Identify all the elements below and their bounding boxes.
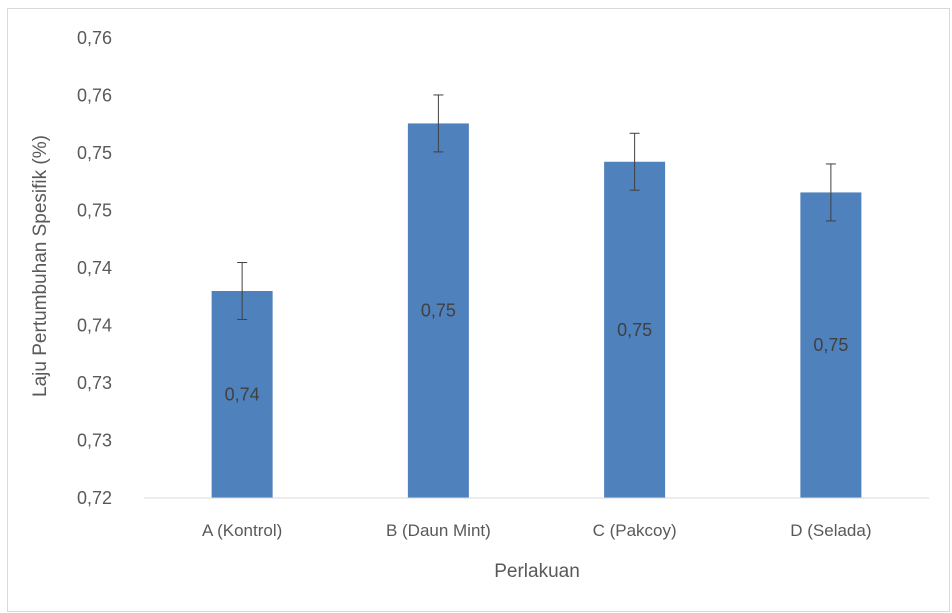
y-tick-label: 0,75 bbox=[77, 143, 112, 163]
data-label: 0,75 bbox=[617, 320, 652, 340]
chart-frame bbox=[7, 8, 950, 612]
x-tick-label: D (Selada) bbox=[790, 521, 871, 540]
data-label: 0,74 bbox=[225, 385, 260, 405]
bar bbox=[211, 291, 273, 498]
x-tick-label: B (Daun Mint) bbox=[386, 521, 491, 540]
y-tick-label: 0,74 bbox=[77, 258, 112, 278]
y-tick-label: 0,76 bbox=[77, 28, 112, 48]
y-axis-ticks: 0,72 0,73 0,73 0,74 0,74 0,75 0,75 0,76 0,76 bbox=[77, 28, 112, 508]
data-labels: 0,74 0,75 0,75 0,75 bbox=[225, 301, 849, 405]
bar bbox=[407, 123, 469, 498]
x-axis-ticks: A (Kontrol) B (Daun Mint) C (Pakcoy) D (Sel… bbox=[202, 521, 872, 540]
bar bbox=[604, 161, 666, 498]
y-tick-label: 0,74 bbox=[77, 316, 112, 336]
y-tick-label: 0,76 bbox=[77, 86, 112, 106]
bars bbox=[211, 123, 862, 498]
y-tick-label: 0,72 bbox=[77, 488, 112, 508]
y-axis-title: Laju Pertumbuhan Spesifik (%) bbox=[30, 135, 51, 397]
data-label: 0,75 bbox=[421, 301, 456, 321]
y-tick-label: 0,73 bbox=[77, 373, 112, 393]
error-bars bbox=[237, 94, 836, 320]
y-tick-label: 0,75 bbox=[77, 201, 112, 221]
bar bbox=[800, 192, 862, 498]
x-tick-label: C (Pakcoy) bbox=[593, 521, 677, 540]
x-axis-title: Perlakuan bbox=[494, 561, 580, 582]
x-tick-label: A (Kontrol) bbox=[202, 521, 282, 540]
data-label: 0,75 bbox=[813, 335, 848, 355]
y-tick-label: 0,73 bbox=[77, 431, 112, 451]
